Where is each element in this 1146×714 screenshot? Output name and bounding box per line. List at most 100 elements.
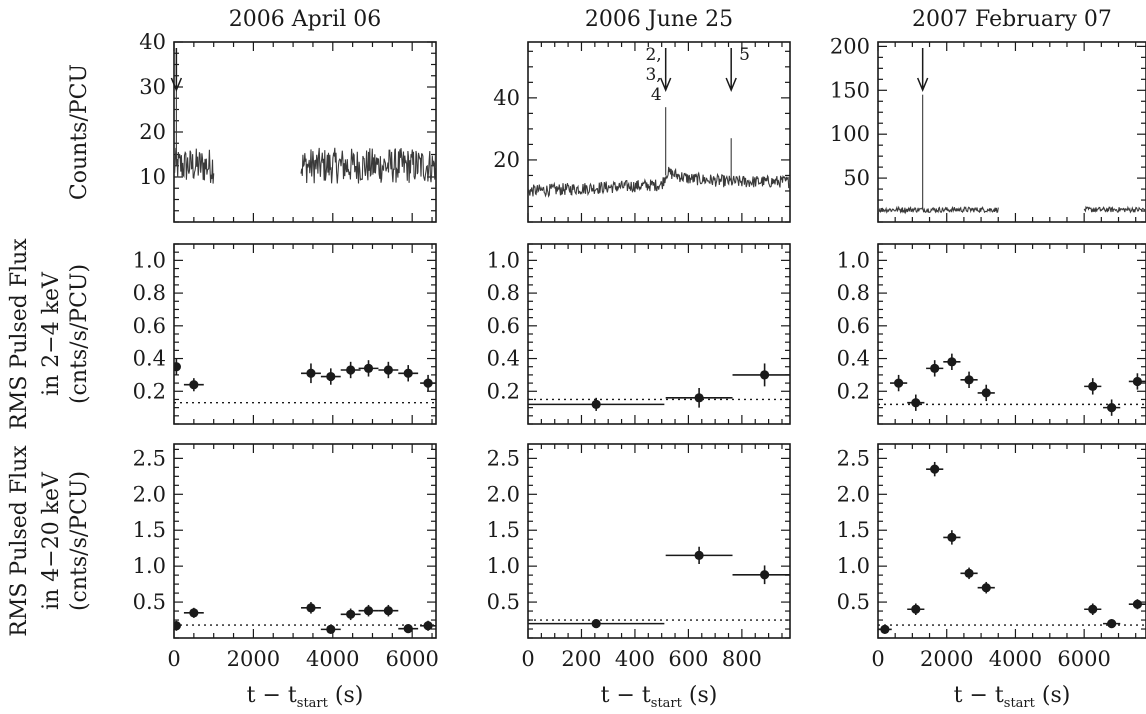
y-tick-label: 0.4 (133, 347, 166, 371)
x-tick-label: 0 (167, 647, 180, 671)
y-tick-label: 0.8 (133, 281, 166, 305)
y-tick-label: 0.8 (837, 281, 870, 305)
burst-arrow (170, 48, 183, 92)
row-y-label: in 2−4 keV (39, 271, 64, 396)
panel-5: 0.2 0.4 0.6 0.8 1.0 (487, 243, 791, 425)
row-y-label: (cnts/s/PCU) (67, 264, 92, 404)
row-y-label: in 4−20 keV (39, 471, 64, 610)
x-tick-label: 2000 (227, 647, 280, 671)
x-tick-label: 4000 (306, 647, 359, 671)
row-y-label: RMS Pulsed Flux (7, 445, 32, 637)
burst-arrow (916, 48, 929, 92)
y-tick-label: 1.0 (487, 248, 520, 272)
data-point (943, 353, 961, 370)
plot-frame (527, 41, 791, 223)
y-tick-label: 100 (830, 122, 870, 146)
x-tick-label: 400 (615, 647, 655, 671)
data-point (1128, 373, 1146, 390)
data-point (960, 567, 978, 580)
x-axis-label: t − tstart (s) (954, 683, 1071, 711)
burst-label: 3, (645, 65, 661, 85)
x-tick-label: 2000 (920, 647, 973, 671)
data-point (665, 546, 733, 564)
column-title: 2006 April 06 (229, 7, 382, 32)
data-point (890, 374, 908, 392)
light-curve (1083, 205, 1146, 214)
y-tick-label: 0.2 (487, 379, 520, 403)
panel-6: 0.2 0.4 0.6 0.8 1.0 (837, 243, 1146, 425)
x-axis-label: t − tstart (s) (601, 683, 718, 711)
y-tick-label: 40 (139, 30, 166, 54)
light-curve (300, 147, 436, 184)
plot-frame (527, 443, 791, 639)
y-tick-label: 1.0 (837, 248, 870, 272)
y-tick-label: 0.5 (837, 590, 870, 614)
data-point (174, 620, 181, 631)
panel-7: 0 2000 4000 6000 0.5 1.0 1.5 2.0 2.5 (133, 443, 439, 671)
panel-9: 0 2000 4000 6000 0.5 1.0 1.5 2.0 2.5 (837, 443, 1146, 671)
burst-label: 4 (651, 85, 662, 105)
data-point (960, 371, 978, 388)
data-point (420, 620, 436, 631)
panel-2: 20 40 2,3,4 5 (493, 41, 791, 223)
data-point (340, 361, 361, 379)
data-point (528, 619, 665, 629)
plot-frame (527, 243, 791, 425)
y-tick-label: 0.2 (837, 379, 870, 403)
data-point (1103, 619, 1121, 629)
x-tick-label: 4000 (989, 647, 1042, 671)
data-point (907, 603, 925, 616)
y-tick-label: 2.5 (133, 446, 166, 470)
x-tick-label: 800 (722, 647, 762, 671)
data-point (183, 607, 204, 618)
data-point (420, 374, 436, 392)
y-tick-label: 10 (139, 165, 166, 189)
data-point (1084, 378, 1102, 395)
y-tick-label: 0.5 (487, 590, 520, 614)
row-y-label: (cnts/s/PCU) (67, 471, 92, 611)
data-point (878, 624, 892, 634)
data-point (340, 608, 361, 621)
data-point (732, 363, 790, 387)
data-point (378, 361, 399, 379)
data-point (1084, 603, 1102, 616)
data-point (977, 581, 995, 594)
y-tick-label: 20 (139, 120, 166, 144)
plot-frame (877, 41, 1146, 223)
data-point (977, 384, 995, 402)
y-tick-label: 2.0 (487, 482, 520, 506)
row-y-label: RMS Pulsed Flux (7, 238, 32, 430)
y-tick-label: 30 (139, 75, 166, 99)
y-tick-label: 0.6 (837, 314, 870, 338)
y-tick-label: 0.5 (133, 590, 166, 614)
column-titles: 2006 April 06 2006 June 25 2007 February 0… (229, 7, 1112, 32)
plot-frame (173, 443, 437, 639)
plot-frame (877, 443, 1146, 639)
data-point (183, 378, 204, 392)
y-tick-label: 0.6 (487, 314, 520, 338)
panel-8: 0 200 400 600 800 0.5 1.0 1.5 2.0 2.5 (487, 443, 791, 671)
data-point (174, 358, 181, 375)
column-title: 2006 June 25 (585, 7, 733, 32)
plot-frame (173, 243, 437, 425)
y-tick-label: 1.0 (133, 554, 166, 578)
light-curve (878, 205, 999, 215)
y-tick-label: 2.5 (837, 446, 870, 470)
y-tick-label: 150 (830, 78, 870, 102)
row-y-label: Counts/PCU (67, 64, 92, 200)
data-point (301, 602, 321, 614)
data-point (732, 565, 790, 585)
x-tick-label: 0 (521, 647, 534, 671)
y-tick-label: 1.0 (487, 554, 520, 578)
y-tick-label: 0.4 (487, 347, 520, 371)
data-point (1103, 399, 1121, 416)
data-point (943, 530, 961, 545)
y-tick-label: 0.8 (487, 281, 520, 305)
y-tick-label: 0.4 (837, 347, 870, 371)
data-point (926, 461, 944, 477)
data-point (358, 604, 379, 617)
y-tick-label: 50 (843, 166, 870, 190)
y-tick-label: 1.0 (837, 554, 870, 578)
